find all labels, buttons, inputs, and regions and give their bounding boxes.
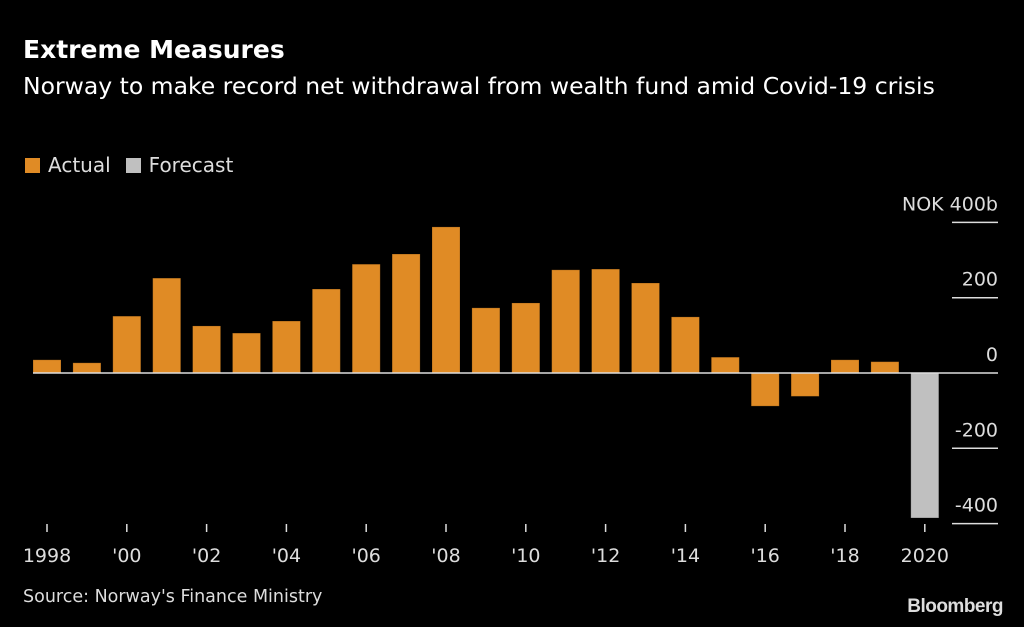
legend-item-actual: Actual	[25, 153, 111, 177]
legend-label-actual: Actual	[48, 153, 111, 177]
bar-actual-2019	[870, 361, 900, 374]
x-tick-label: 2020	[901, 545, 949, 567]
x-tick-label: '02	[192, 545, 221, 567]
bar-actual-1999	[72, 362, 102, 374]
bar-forecast-2020	[910, 372, 940, 519]
bar-actual-2017	[790, 372, 820, 397]
bar-actual-2003	[232, 332, 261, 374]
chart-title: Extreme Measures	[23, 35, 285, 64]
bar-actual-2004	[271, 320, 301, 374]
x-tick-label: '04	[272, 545, 301, 567]
y-tick-label: -400	[955, 495, 998, 517]
bar-actual-2018	[830, 359, 860, 374]
bar-actual-2008	[431, 226, 461, 374]
bar-actual-2014	[671, 316, 700, 374]
y-tick-label: 200	[962, 269, 998, 291]
bars	[32, 226, 940, 519]
legend-swatch-forecast	[125, 157, 141, 173]
bar-actual-2006	[351, 263, 381, 374]
y-tick-label: 0	[986, 344, 998, 366]
legend-item-forecast: Forecast	[125, 153, 234, 177]
bar-actual-2016	[750, 372, 780, 407]
x-tick-label: 1998	[23, 545, 71, 567]
gridlines	[952, 221, 998, 525]
bar-actual-2011	[551, 269, 581, 374]
x-tick-label: '14	[671, 545, 700, 567]
legend-swatch-actual	[25, 157, 40, 173]
x-tick-label: '00	[112, 545, 141, 567]
x-tick-label: '06	[351, 545, 380, 567]
legend: Actual Forecast	[25, 153, 248, 177]
bar-actual-2012	[591, 268, 620, 374]
x-tick-label: '08	[431, 545, 460, 567]
bar-actual-2013	[631, 282, 660, 374]
legend-label-forecast: Forecast	[148, 153, 234, 177]
bar-actual-2005	[311, 288, 341, 374]
bar-actual-2009	[471, 307, 501, 374]
y-tick-label: -200	[955, 419, 998, 441]
bar-actual-2007	[391, 253, 421, 374]
y-axis: NOK 400b 200 0 -200 -400	[902, 193, 998, 516]
bar-actual-2000	[112, 315, 142, 374]
bar-actual-2001	[152, 277, 182, 374]
x-tick-label: '18	[830, 545, 859, 567]
x-tick-label: '10	[511, 545, 540, 567]
source-note: Source: Norway's Finance Ministry	[23, 587, 323, 607]
x-axis: 1998 '00 '02 '04 '06 '08 '10 '12 '14 '16 '18 2020	[23, 524, 949, 567]
x-tick-label: '12	[591, 545, 620, 567]
x-tick-label: '16	[750, 545, 779, 567]
bar-actual-2010	[511, 302, 541, 374]
bar-actual-2002	[192, 325, 222, 374]
bloomberg-logo: Bloomberg	[907, 596, 1003, 617]
bar-actual-2015	[710, 356, 740, 374]
bar-actual-1998	[32, 359, 62, 374]
y-tick-label: NOK 400b	[902, 193, 998, 215]
chart-subtitle: Norway to make record net withdrawal fro…	[23, 72, 935, 100]
